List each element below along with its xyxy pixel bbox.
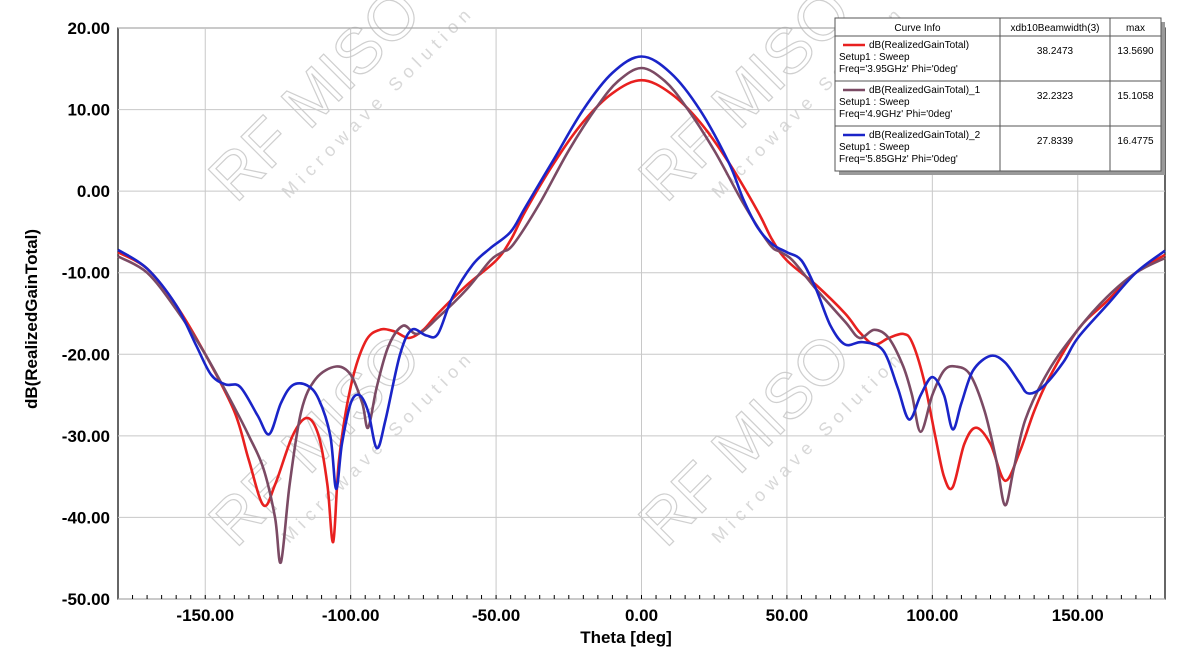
legend-entry-freq: Freq='3.95GHz' Phi='0deg'	[839, 64, 958, 75]
legend-max-value: 13.5690	[1117, 46, 1154, 57]
y-tick-label: -10.00	[62, 264, 110, 283]
x-tick-label: -150.00	[176, 606, 234, 625]
legend-entry-freq: Freq='5.85GHz' Phi='0deg'	[839, 154, 958, 165]
legend-entry-freq: Freq='4.9GHz' Phi='0deg'	[839, 109, 952, 120]
series-line-2	[117, 55, 1166, 491]
y-tick-label: 10.00	[67, 101, 110, 120]
legend-beamwidth-value: 27.8339	[1037, 136, 1074, 147]
y-tick-label: -50.00	[62, 590, 110, 609]
y-tick-label: -30.00	[62, 427, 110, 446]
x-tick-labels: -150.00 -100.00 -50.00 0.00 50.00 100.00 150.0…	[176, 606, 1103, 625]
legend-entry-name: dB(RealizedGainTotal)	[869, 40, 969, 51]
x-tick-label: 0.00	[625, 606, 658, 625]
series-line-0	[117, 78, 1166, 544]
y-tick-label: -20.00	[62, 345, 110, 364]
legend[interactable]: Curve Info xdb10Beamwidth(3) max dB(Realize…	[834, 17, 1165, 175]
legend-entry-name: dB(RealizedGainTotal)_2	[869, 130, 981, 141]
x-tick-label: 50.00	[766, 606, 809, 625]
y-tick-label: 0.00	[77, 182, 110, 201]
x-axis-label: Theta [deg]	[580, 628, 672, 647]
legend-max-value: 16.4775	[1117, 136, 1154, 147]
y-tick-label: -40.00	[62, 508, 110, 527]
x-tick-label: 100.00	[906, 606, 958, 625]
x-tick-label: -50.00	[472, 606, 520, 625]
y-axis-label: dB(RealizedGainTotal)	[22, 229, 41, 409]
series-layer	[117, 55, 1166, 564]
legend-entry-setup: Setup1 : Sweep	[839, 97, 910, 108]
legend-beamwidth-value: 38.2473	[1037, 46, 1074, 57]
x-tick-label: -100.00	[322, 606, 380, 625]
legend-box	[834, 17, 1162, 172]
x-tick-label: 150.00	[1052, 606, 1104, 625]
legend-entry-setup: Setup1 : Sweep	[839, 142, 910, 153]
legend-header: max	[1126, 23, 1145, 34]
legend-beamwidth-value: 32.2323	[1037, 91, 1074, 102]
legend-header: xdb10Beamwidth(3)	[1011, 23, 1100, 34]
legend-max-value: 15.1058	[1117, 91, 1154, 102]
legend-entry-name: dB(RealizedGainTotal)_1	[869, 85, 981, 96]
series-line-1	[117, 66, 1166, 564]
y-tick-labels: 20.00 10.00 0.00 -10.00 -20.00 -30.00 -40.00 -5…	[62, 19, 110, 609]
legend-header: Curve Info	[894, 23, 941, 34]
y-tick-label: 20.00	[67, 19, 110, 38]
legend-entry-setup: Setup1 : Sweep	[839, 52, 910, 63]
